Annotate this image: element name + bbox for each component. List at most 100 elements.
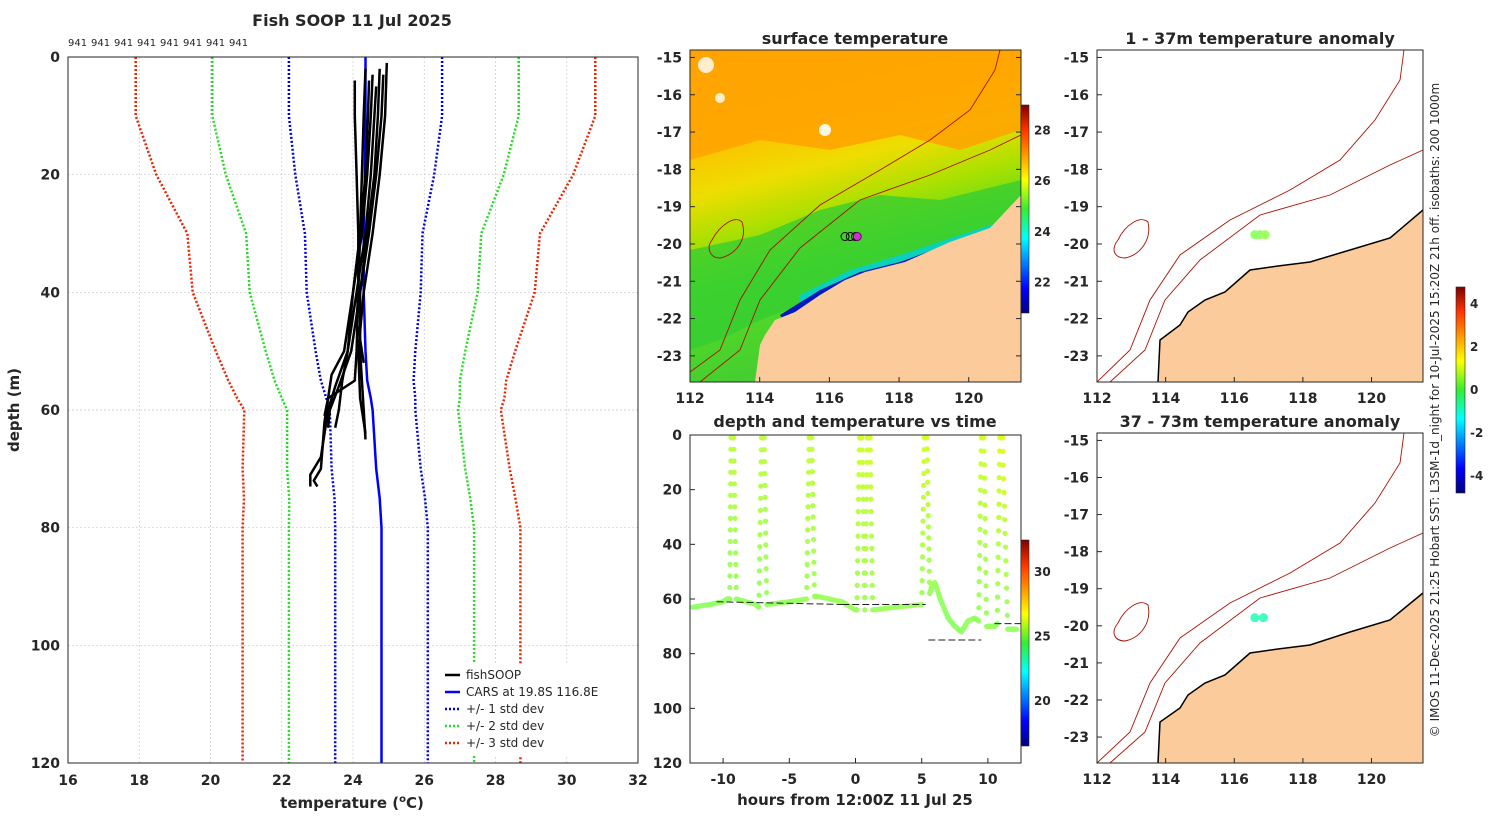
depth-time-point [727, 538, 733, 545]
depth-time-point [758, 495, 764, 501]
y-tick-label: 0 [50, 50, 60, 66]
depth-time-point [727, 527, 733, 533]
profile-ticks: 16 18 20 22 24 26 28 30 32 0 20 40 60 80 100 120 [31, 50, 648, 789]
depth-time-point [869, 533, 875, 539]
depth-time-point [733, 561, 739, 568]
depth-time-point [1004, 585, 1010, 591]
top-label: 941 [114, 38, 133, 49]
sst-colorbar-label: 26 [1034, 174, 1051, 188]
depth-time-point [981, 475, 988, 481]
depth-time-point [996, 488, 1002, 494]
time-tick-label: 5 [917, 772, 927, 788]
depth-time-point [995, 528, 1002, 534]
lon-tick-label: 118 [1288, 772, 1317, 788]
depth-time-colorbar [1020, 539, 1030, 747]
depth-time-point [732, 538, 739, 545]
depth-time-point [761, 459, 768, 465]
depth-time-point [855, 533, 861, 539]
depth-time-point [977, 500, 983, 506]
depth-time-point [763, 554, 769, 560]
depth-time-point [981, 435, 987, 441]
depth-time-point [727, 584, 733, 591]
depth-time-point [811, 571, 817, 577]
a1-isobath-1000 [1109, 149, 1423, 382]
depth-time-point [868, 508, 874, 515]
depth-time-point [920, 506, 926, 512]
lon-tick-label: 118 [884, 391, 913, 407]
profile-legend: fishSOOP CARS at 19.8S 116.8E +/- 1 std … [438, 664, 632, 756]
depth-time-point [756, 580, 762, 586]
depth-time-point [926, 535, 932, 541]
depth-time-point [763, 542, 769, 548]
depth-time-point [976, 618, 982, 624]
y-tick-label: 60 [41, 403, 61, 419]
depth-time-point [919, 566, 925, 572]
depth-time-point [982, 502, 988, 508]
time-tick-label: 0 [851, 772, 861, 788]
depth-time-point [761, 447, 767, 453]
depth-time-point [805, 527, 811, 533]
a1-points [1250, 230, 1270, 240]
depth-time-point [761, 435, 767, 441]
depth-time-point [982, 529, 988, 535]
depth-time-point [976, 605, 982, 611]
depth-time-point [1000, 462, 1006, 468]
depth-time-point [920, 494, 927, 500]
depth-time-point [999, 435, 1006, 441]
depth-tick-label: 100 [653, 701, 682, 717]
depth-time-colorbar-label: 25 [1034, 630, 1051, 644]
a2-island [1113, 602, 1150, 642]
depth-time-point [982, 516, 988, 522]
anomaly-shallow-map [1097, 50, 1423, 382]
depth-time-point [810, 480, 816, 486]
depth-time-point [809, 435, 815, 441]
lat-tick-label: -23 [1064, 349, 1089, 365]
depth-time-point [762, 482, 768, 488]
a2-isobath-1000 [1109, 532, 1423, 763]
lon-tick-label: 112 [1082, 391, 1111, 407]
depth-time-point [727, 573, 733, 579]
lat-tick-label: -18 [1064, 162, 1089, 178]
depth-time-point [867, 447, 873, 453]
depth-time-point [1001, 503, 1008, 509]
depth-time-title: depth and temperature vs time [713, 412, 996, 431]
a2-land [1158, 593, 1423, 763]
sst-colorbar [1020, 104, 1030, 314]
depth-time-point [810, 503, 816, 509]
depth-time-point [809, 446, 815, 452]
depth-time-point [924, 457, 931, 463]
depth-time-point [854, 570, 861, 576]
depth-time-point [869, 545, 875, 552]
lat-tick-label: -21 [1064, 274, 1089, 290]
depth-time-point [982, 542, 989, 549]
depth-time-point [731, 469, 737, 475]
depth-time-point [756, 604, 762, 610]
depth-time-point [925, 524, 932, 530]
sst-map-panel: surface temperature 112 114 116 118 120 -15 -1… [657, 29, 1051, 407]
profile-title: Fish SOOP 11 Jul 2025 [252, 11, 452, 30]
depth-time-point [868, 472, 874, 478]
sst-white-cloud-2 [698, 57, 714, 73]
x-tick-label: 26 [415, 773, 434, 789]
depth-time-point [925, 479, 931, 485]
lat-tick-label: -22 [657, 312, 682, 328]
depth-time-point [864, 484, 870, 490]
sst-coastline-land [755, 195, 1021, 382]
depth-time-point [731, 435, 737, 441]
lat-tick-label: -19 [657, 200, 682, 216]
depth-time-point [757, 519, 763, 526]
depth-time-point [983, 610, 990, 616]
depth-time-point [859, 459, 866, 465]
depth-tick-label: 20 [663, 483, 683, 499]
depth-time-point [810, 525, 816, 531]
depth-time-point [757, 544, 763, 550]
depth-time-point [1001, 489, 1007, 495]
depth-time-point [763, 566, 769, 572]
depth-time-point [920, 530, 926, 536]
a1-coast [1157, 209, 1423, 382]
depth-time-point [995, 581, 1001, 587]
depth-time-point [804, 550, 810, 556]
a2-coast [1157, 592, 1423, 763]
y-tick-label: 80 [41, 521, 61, 537]
x-tick-label: 30 [557, 773, 577, 789]
